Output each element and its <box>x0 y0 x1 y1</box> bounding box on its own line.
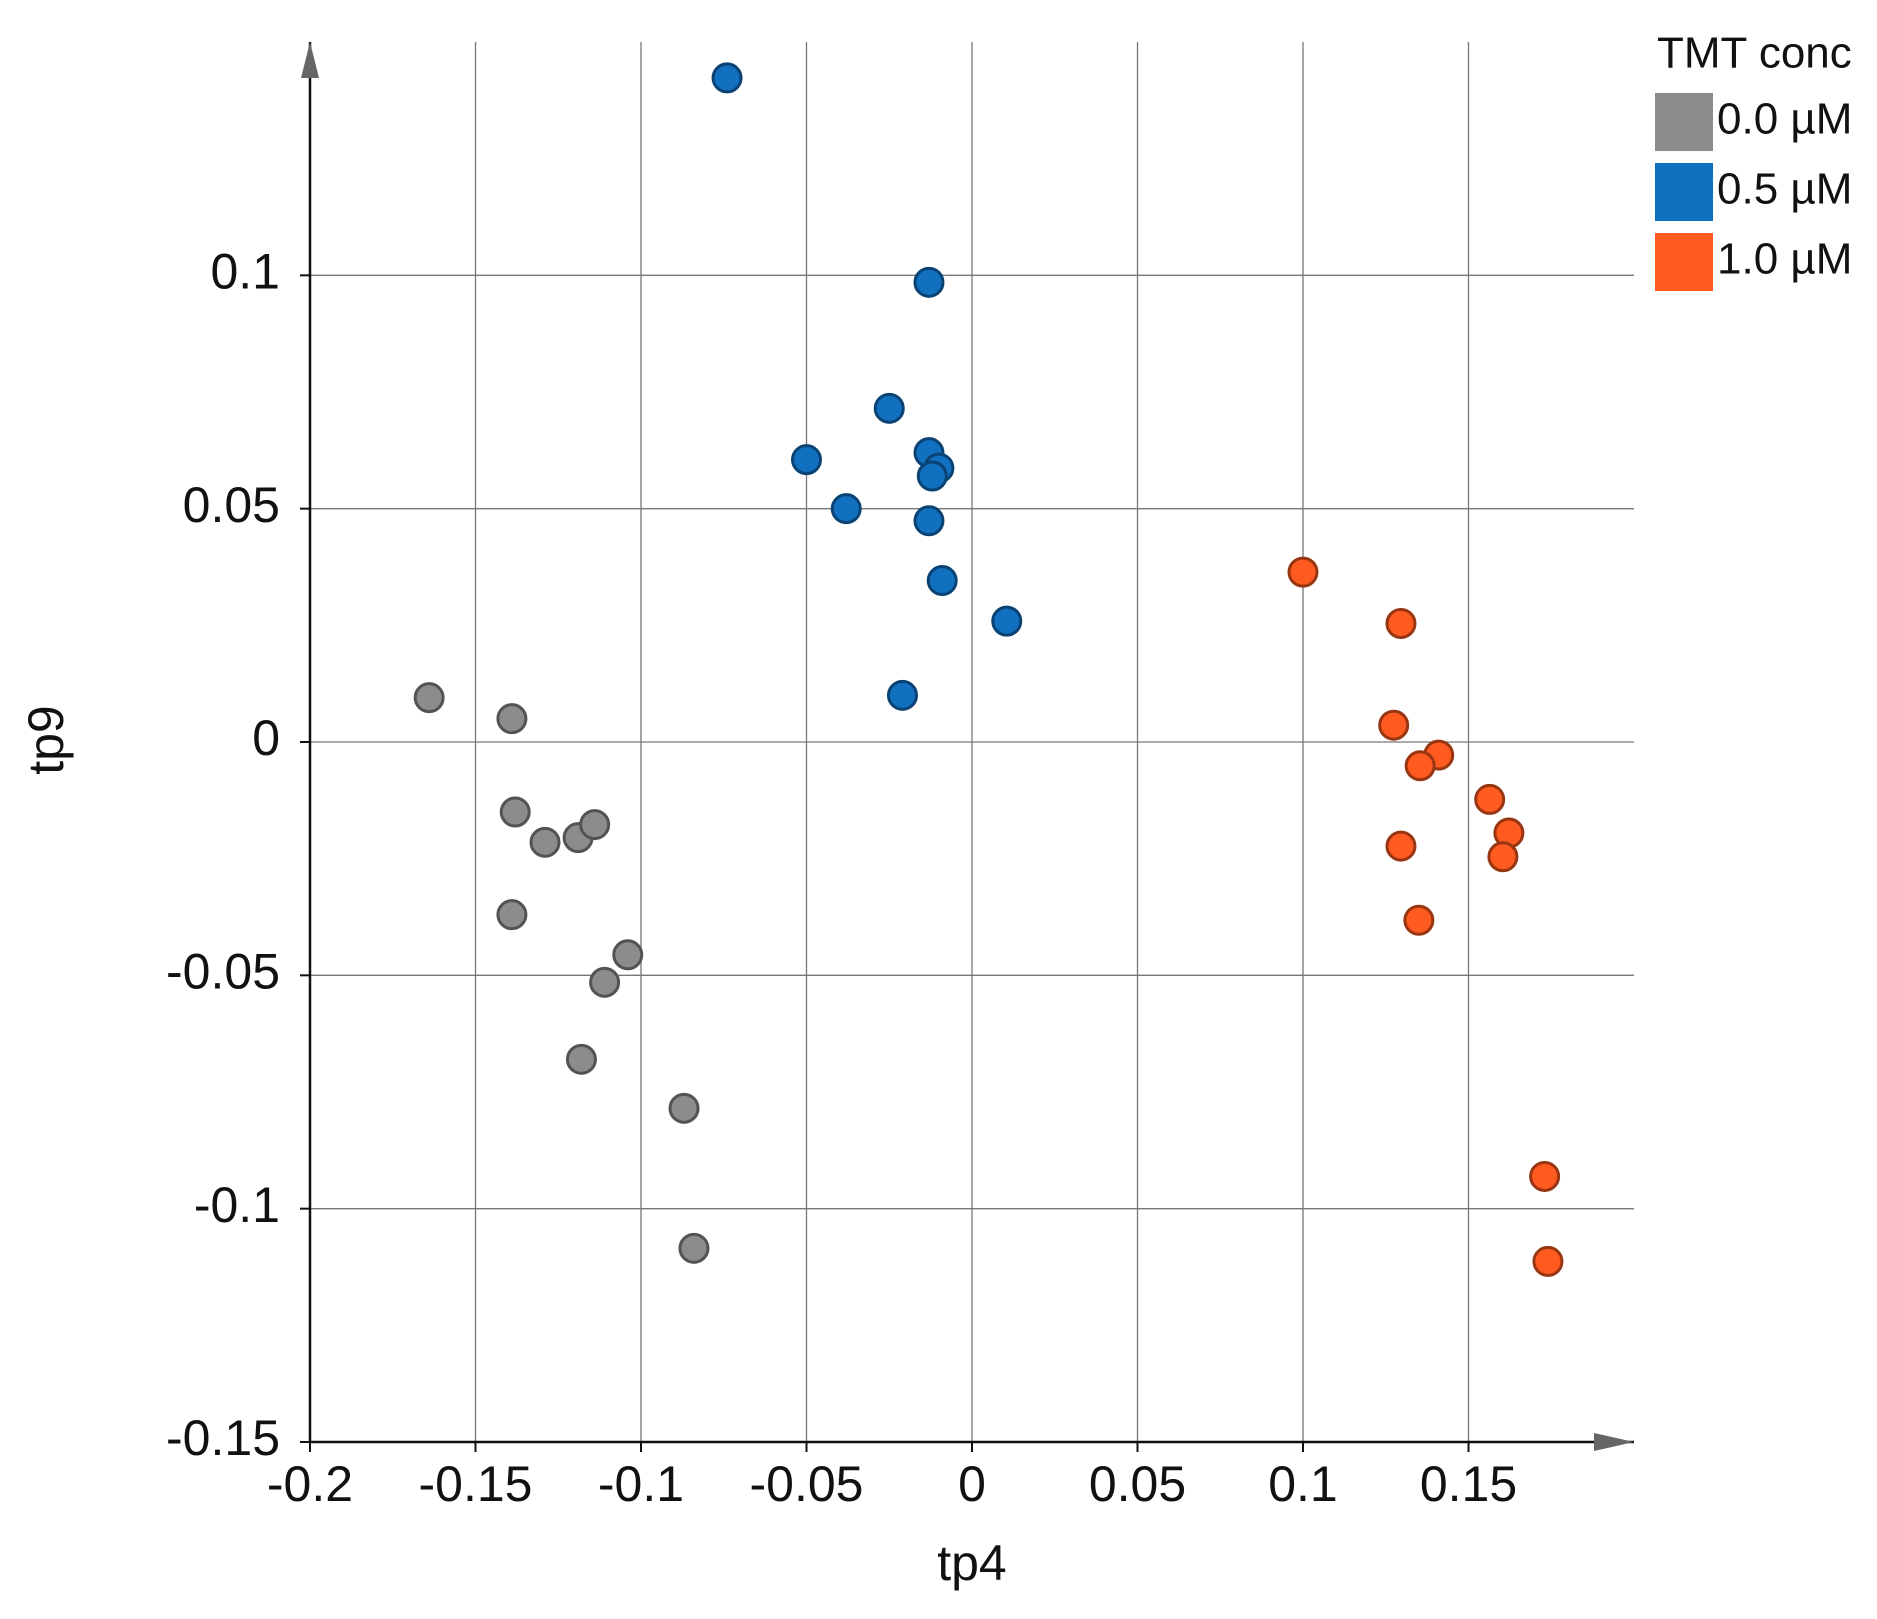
data-point <box>496 703 528 735</box>
data-point <box>668 1092 700 1124</box>
y-tick-label: 0 <box>252 710 280 766</box>
x-tick-label: -0.05 <box>750 1456 864 1512</box>
data-point <box>565 1043 597 1075</box>
legend-label: 0.0 µM <box>1717 95 1852 144</box>
data-point <box>589 966 621 998</box>
axis-arrow <box>1594 1433 1634 1451</box>
x-tick-label: -0.1 <box>598 1456 684 1512</box>
legend-swatch <box>1655 163 1713 221</box>
data-point <box>1385 830 1417 862</box>
data-point <box>1404 750 1436 782</box>
axis-arrow <box>301 42 319 78</box>
x-tick-label: 0.15 <box>1420 1456 1517 1512</box>
data-point <box>830 493 862 525</box>
data-point <box>1487 841 1519 873</box>
data-point <box>711 62 743 94</box>
data-point <box>791 444 822 476</box>
data-point <box>913 266 945 298</box>
data-point <box>1378 709 1410 741</box>
y-tick-label: -0.15 <box>166 1410 280 1466</box>
legend-title: TMT conc <box>1657 29 1852 78</box>
data-point <box>1287 556 1319 588</box>
x-tick-label: -0.15 <box>419 1456 533 1512</box>
data-point <box>529 826 561 858</box>
data-point <box>1529 1160 1561 1192</box>
y-tick-label: -0.05 <box>166 944 280 1000</box>
data-point <box>886 679 918 711</box>
data-point <box>413 682 445 714</box>
x-axis-label: tp4 <box>937 1535 1007 1591</box>
y-axis-label: tp9 <box>18 705 74 775</box>
legend-label: 1.0 µM <box>1717 235 1852 284</box>
x-tick-label: 0.1 <box>1268 1456 1338 1512</box>
x-tick-label: -0.2 <box>267 1456 353 1512</box>
y-tick-label: -0.1 <box>194 1177 280 1233</box>
y-tick-label: 0.05 <box>183 477 280 533</box>
data-point <box>612 939 644 971</box>
data-point <box>579 809 611 841</box>
data-point <box>1385 607 1417 639</box>
legend-swatch <box>1655 233 1713 291</box>
data-point <box>1474 783 1506 815</box>
x-tick-label: 0.05 <box>1089 1456 1186 1512</box>
data-point <box>1403 904 1435 936</box>
data-point <box>926 565 958 597</box>
data-point <box>991 605 1023 637</box>
data-point <box>873 392 905 424</box>
legend-label: 0.5 µM <box>1717 165 1852 214</box>
data-point <box>499 796 531 828</box>
data-point <box>496 899 528 931</box>
data-point <box>1532 1245 1564 1277</box>
legend-swatch <box>1655 93 1713 151</box>
x-tick-label: 0 <box>958 1456 986 1512</box>
data-point <box>913 505 945 537</box>
data-point <box>678 1232 710 1264</box>
y-tick-label: 0.1 <box>210 244 280 300</box>
data-point <box>916 460 948 492</box>
